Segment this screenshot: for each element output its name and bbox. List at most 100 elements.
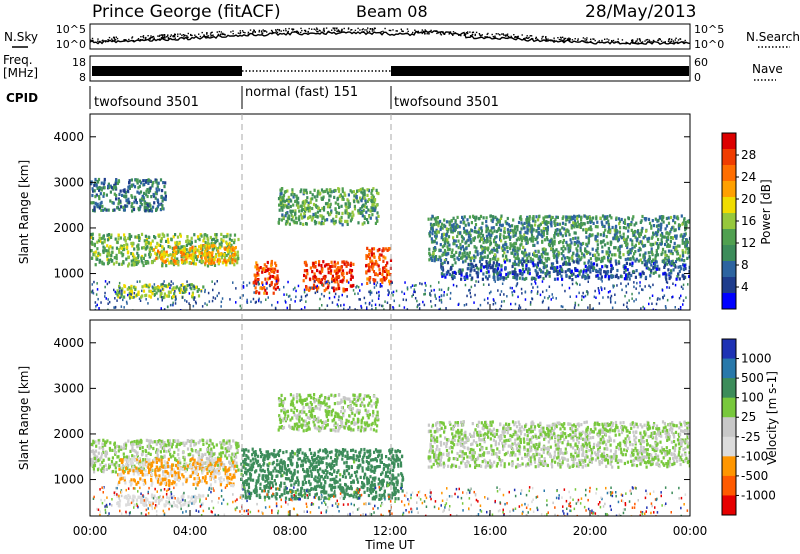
- power-cell: [607, 253, 610, 258]
- power-cell: [329, 202, 332, 206]
- noise-search-dot: [288, 27, 290, 30]
- power-cell: [443, 273, 446, 277]
- power-cell: [629, 248, 632, 252]
- power-cell: [607, 275, 610, 279]
- power-cell: [114, 186, 117, 190]
- power-cell: [90, 233, 93, 237]
- noise-search-dot: [275, 30, 277, 32]
- power-noise-cell: [628, 299, 630, 302]
- cpid-segment-1: twofsound 3501: [94, 95, 199, 110]
- power-cell: [214, 255, 217, 259]
- power-noise-cell: [548, 295, 551, 298]
- power-cell: [566, 262, 569, 266]
- power-cell: [308, 277, 312, 281]
- noise-search-dot: [562, 39, 564, 42]
- power-cell: [496, 271, 499, 276]
- power-cell: [97, 177, 101, 182]
- power-cell: [236, 261, 239, 265]
- power-noise-cell: [321, 283, 323, 287]
- velocity-cell: [197, 441, 200, 445]
- power-cell: [609, 274, 612, 278]
- power-cell: [470, 265, 473, 269]
- power-cell: [474, 250, 477, 254]
- noise-search-dot: [668, 38, 671, 40]
- power-cell: [193, 253, 196, 257]
- power-cell: [223, 256, 226, 260]
- power-noise-cell: [369, 281, 371, 284]
- power-noise-cell: [609, 298, 612, 302]
- power-cell: [148, 283, 151, 287]
- velocity-cell: [102, 465, 105, 469]
- power-noise-cell: [379, 283, 382, 286]
- power-cell: [542, 218, 546, 222]
- power-noise-cell: [665, 280, 668, 284]
- power-noise-cell: [200, 290, 203, 293]
- power-cell: [546, 272, 549, 276]
- power-cell: [669, 251, 672, 255]
- power-noise-cell: [582, 291, 584, 295]
- power-cell: [684, 250, 687, 254]
- noise-search-dot: [525, 36, 528, 39]
- noise-search-dot: [582, 37, 585, 39]
- power-cell: [580, 256, 583, 260]
- power-cell: [370, 253, 373, 257]
- power-cell: [491, 248, 494, 252]
- power-cell: [201, 259, 205, 264]
- power-noise-cell: [661, 289, 664, 292]
- power-cell: [482, 265, 485, 269]
- power-cell: [317, 286, 320, 290]
- power-cell: [382, 248, 385, 252]
- power-cell: [509, 271, 512, 275]
- power-cell: [594, 237, 597, 241]
- power-cell: [371, 188, 374, 193]
- power-noise-cell: [147, 302, 149, 305]
- power-cell: [601, 259, 604, 263]
- power-cell: [127, 250, 130, 254]
- power-noise-cell: [636, 281, 638, 285]
- power-cell: [465, 232, 468, 236]
- power-cell: [646, 239, 649, 243]
- power-cell: [289, 209, 292, 213]
- noise-search-dot: [675, 37, 677, 39]
- power-cell: [514, 256, 517, 261]
- power-cell: [371, 203, 374, 207]
- power-noise-cell: [357, 285, 360, 289]
- power-cell: [187, 254, 190, 258]
- power-cell: [484, 275, 488, 279]
- power-cell: [609, 242, 612, 247]
- power-cell: [500, 268, 503, 272]
- power-noise-cell: [550, 298, 552, 301]
- power-cell: [570, 215, 574, 219]
- power-cell: [186, 242, 189, 246]
- power-cell: [561, 226, 564, 230]
- power-noise-cell: [258, 297, 260, 301]
- power-cell: [540, 260, 543, 264]
- power-noise-cell: [524, 290, 527, 293]
- power-cell: [155, 208, 158, 212]
- power-cell: [597, 270, 600, 274]
- power-cell: [320, 278, 324, 282]
- power-cell: [542, 233, 545, 237]
- power-noise-cell: [534, 282, 537, 285]
- power-cell: [148, 289, 151, 293]
- power-cell: [668, 232, 671, 236]
- power-cell: [514, 225, 517, 229]
- power-noise-cell: [591, 308, 593, 310]
- noise-search-dot: [506, 33, 509, 35]
- power-cell: [120, 244, 123, 248]
- power-cell: [366, 199, 369, 203]
- velocity-cell: [93, 470, 96, 474]
- power-cell: [607, 219, 610, 223]
- power-cell: [157, 181, 160, 185]
- power-noise-cell: [488, 283, 490, 286]
- power-noise-cell: [283, 285, 285, 289]
- power-cell: [229, 261, 232, 265]
- power-cell: [481, 233, 485, 237]
- power-cell: [167, 290, 170, 294]
- power-cell: [684, 221, 687, 225]
- power-cell: [641, 261, 644, 265]
- power-cell: [303, 273, 306, 278]
- power-cell: [209, 235, 212, 240]
- power-cell: [502, 278, 505, 282]
- power-noise-cell: [360, 304, 362, 308]
